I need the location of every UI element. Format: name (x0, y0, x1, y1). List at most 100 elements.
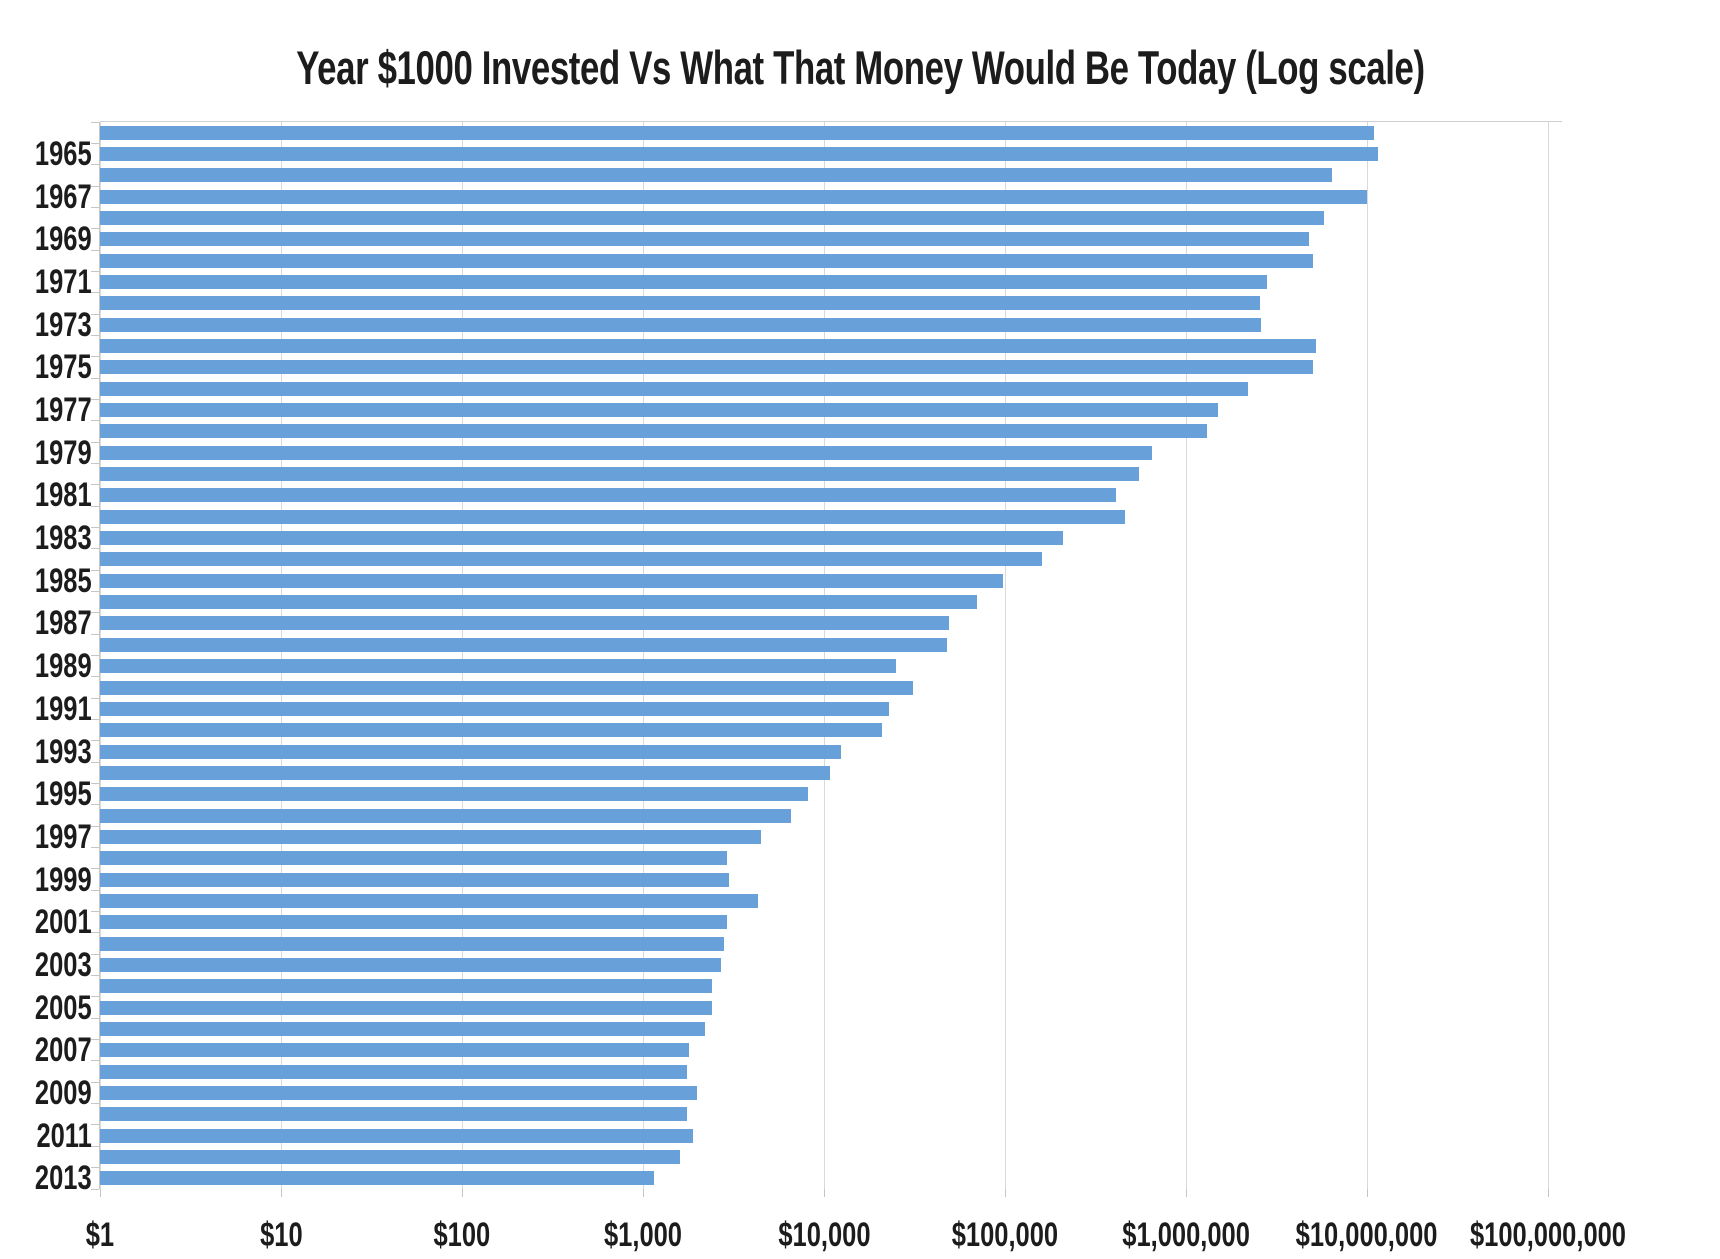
gridline (1367, 122, 1368, 1189)
y-axis-tick (91, 655, 99, 656)
bar-2000 (100, 893, 758, 908)
y-axis-tick (91, 676, 99, 678)
bar-1987 (100, 616, 949, 631)
bar-2006 (100, 1021, 705, 1036)
y-axis-tick (91, 206, 99, 208)
x-axis-label: $100,000 (875, 1215, 1135, 1255)
bar-1980 (100, 467, 1139, 482)
bar-1997 (100, 829, 762, 844)
bar-1998 (100, 851, 727, 866)
y-axis-label: 2011 (0, 1119, 92, 1153)
y-axis-tick (91, 420, 99, 422)
y-axis-tick (91, 911, 99, 913)
y-axis-label-text: 1987 (35, 604, 92, 643)
bar-2005 (100, 1000, 712, 1015)
bar-1984 (100, 552, 1042, 567)
y-axis-label: 2001 (0, 905, 92, 939)
bar-1972 (100, 296, 1260, 311)
bar-2010 (100, 1107, 687, 1122)
y-axis-tick (91, 505, 99, 507)
x-axis-tick (1548, 1189, 1549, 1197)
y-axis-label-text: 1965 (35, 135, 92, 173)
y-axis-label: 1989 (0, 649, 92, 683)
bar-1982 (100, 509, 1125, 524)
y-axis-label: 1983 (0, 521, 92, 555)
bar-1994 (100, 765, 831, 780)
gridline (1548, 122, 1549, 1189)
y-axis-tick (91, 1039, 99, 1041)
y-axis-tick (91, 249, 99, 251)
bar-1993 (100, 744, 841, 759)
y-axis-label: 1985 (0, 564, 92, 598)
bar-2013 (100, 1171, 654, 1186)
y-axis-label: 2009 (0, 1076, 92, 1110)
y-axis-label-text: 1997 (35, 817, 92, 856)
bar-1965 (100, 147, 1378, 161)
bar-1999 (100, 872, 730, 887)
y-axis-label: 2005 (0, 991, 92, 1025)
bar-1966 (100, 168, 1332, 183)
x-axis-label-text: $1,000 (604, 1216, 682, 1254)
y-axis-tick (91, 889, 99, 891)
y-axis-label-text: 1995 (35, 775, 92, 814)
y-axis-tick (91, 121, 99, 123)
y-axis-tick (91, 932, 99, 934)
y-axis-tick (91, 228, 99, 230)
y-axis-label: 1967 (0, 180, 92, 214)
y-axis-label-text: 2007 (35, 1031, 92, 1070)
bar-1968 (100, 211, 1325, 226)
y-axis-label: 1987 (0, 606, 92, 640)
y-axis-tick (91, 612, 99, 614)
x-axis-tick (1186, 1189, 1187, 1197)
x-axis-label-text: $100,000,000 (1469, 1216, 1626, 1254)
y-axis-tick (91, 142, 99, 144)
x-axis-label-text: $10,000 (777, 1216, 871, 1254)
y-axis-label-text: 1977 (35, 391, 92, 430)
x-axis-tick (462, 1189, 463, 1197)
y-axis-label-text: 1985 (35, 561, 92, 600)
x-axis-label: $1 (0, 1215, 230, 1255)
y-axis-label-text: 1979 (35, 433, 92, 472)
y-axis-tick (91, 398, 99, 400)
y-axis-label: 1979 (0, 436, 92, 470)
y-axis-tick (91, 270, 99, 272)
y-axis-label-text: 2009 (35, 1073, 92, 1112)
y-axis-label: 1971 (0, 265, 92, 299)
y-axis-tick (91, 1167, 99, 1169)
y-axis-label: 2013 (0, 1161, 92, 1195)
y-axis-label-text: 1981 (35, 476, 92, 515)
y-axis-tick (91, 185, 99, 187)
y-axis-tick (91, 526, 99, 528)
y-axis-label-text: 2003 (35, 945, 92, 984)
bar-1989 (100, 659, 897, 674)
bar-1988 (100, 637, 948, 652)
y-axis-tick (91, 441, 99, 443)
y-axis-tick (91, 740, 99, 742)
bar-1983 (100, 531, 1064, 546)
bar-1985 (100, 573, 1003, 588)
x-axis-tick (643, 1189, 644, 1197)
x-axis-label-text: $100,000 (951, 1216, 1059, 1254)
gridline (824, 122, 825, 1189)
bar-1977 (100, 403, 1218, 418)
y-axis-tick (91, 569, 99, 571)
bar-1973 (100, 317, 1262, 332)
y-axis-label-text: 1993 (35, 732, 92, 771)
y-axis-label-text: 1975 (35, 348, 92, 387)
x-axis-label: $100,000,000 (1418, 1215, 1678, 1255)
bar-1964 (100, 125, 1374, 140)
gridline (100, 122, 101, 1189)
x-axis-label-text: $10,000,000 (1296, 1216, 1438, 1254)
plot-area: $1 $10 $100 $1,000 $10,000 $100,000 $1,000,000… (35, 121, 1626, 1254)
y-axis-line (99, 122, 100, 1189)
y-axis-label-text: 1989 (35, 647, 92, 686)
bar-1995 (100, 787, 809, 802)
y-axis-label-text: 1969 (35, 220, 92, 259)
y-axis-tick (91, 462, 99, 464)
y-axis-label-text: 1991 (35, 689, 92, 728)
y-axis-tick (91, 1188, 99, 1190)
bar-1981 (100, 488, 1116, 503)
y-axis-tick (91, 1124, 99, 1126)
x-axis-label: $10 (151, 1215, 411, 1255)
